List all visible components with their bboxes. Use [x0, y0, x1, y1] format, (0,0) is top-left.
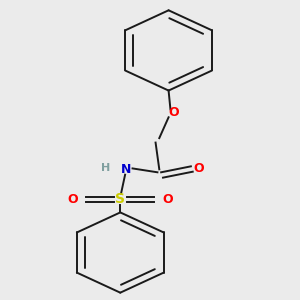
- Text: O: O: [193, 162, 204, 175]
- Text: O: O: [163, 193, 173, 206]
- Text: S: S: [115, 192, 125, 206]
- Text: H: H: [101, 163, 110, 173]
- Text: O: O: [169, 106, 179, 119]
- Text: O: O: [68, 193, 78, 206]
- Text: N: N: [121, 163, 131, 176]
